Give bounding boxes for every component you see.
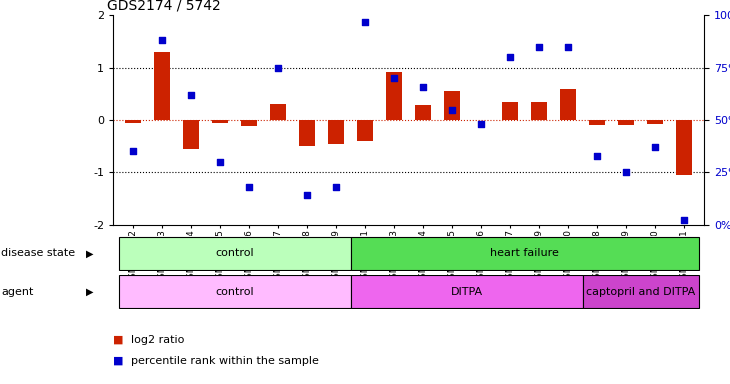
Bar	[415, 105, 431, 120]
Bar	[445, 91, 460, 120]
Bar	[583, 275, 699, 308]
Point	[272, 65, 284, 71]
Point	[331, 184, 342, 190]
Bar	[212, 120, 228, 122]
Text: GDS2174 / 5742: GDS2174 / 5742	[107, 0, 221, 13]
Bar	[351, 237, 699, 270]
Text: control: control	[215, 287, 254, 297]
Bar	[270, 104, 286, 120]
Point	[591, 152, 603, 159]
Text: disease state: disease state	[1, 248, 76, 258]
Text: captopril and DITPA: captopril and DITPA	[586, 287, 695, 297]
Bar	[502, 102, 518, 120]
Point	[359, 18, 371, 25]
Text: DITPA: DITPA	[450, 287, 483, 297]
Bar	[648, 120, 663, 124]
Bar	[242, 120, 258, 126]
Bar	[126, 120, 142, 122]
Point	[128, 148, 139, 154]
Bar	[299, 120, 315, 146]
Point	[504, 54, 516, 60]
Bar	[358, 120, 373, 141]
Bar	[589, 120, 605, 125]
Point	[301, 192, 313, 199]
Point	[157, 37, 169, 43]
Point	[534, 44, 545, 50]
Bar	[155, 52, 170, 120]
Text: ▶: ▶	[86, 287, 93, 297]
Text: log2 ratio: log2 ratio	[131, 335, 185, 345]
Text: control: control	[215, 248, 254, 258]
Bar	[351, 275, 583, 308]
Bar	[183, 120, 199, 149]
Point	[447, 106, 458, 113]
Bar	[119, 237, 351, 270]
Point	[215, 159, 226, 165]
Text: percentile rank within the sample: percentile rank within the sample	[131, 356, 319, 366]
Bar	[676, 120, 692, 175]
Point	[244, 184, 256, 190]
Point	[475, 121, 487, 127]
Point	[388, 75, 400, 81]
Bar	[560, 89, 576, 120]
Text: ■: ■	[113, 335, 123, 345]
Text: ■: ■	[113, 356, 123, 366]
Text: agent: agent	[1, 287, 34, 297]
Point	[620, 169, 632, 175]
Point	[418, 83, 429, 89]
Point	[185, 92, 197, 98]
Bar	[618, 120, 634, 125]
Text: ▶: ▶	[86, 248, 93, 258]
Bar	[328, 120, 345, 144]
Bar	[119, 275, 351, 308]
Bar	[531, 102, 548, 120]
Point	[562, 44, 574, 50]
Point	[650, 144, 661, 150]
Point	[678, 217, 690, 223]
Bar	[386, 72, 402, 120]
Text: heart failure: heart failure	[491, 248, 559, 258]
